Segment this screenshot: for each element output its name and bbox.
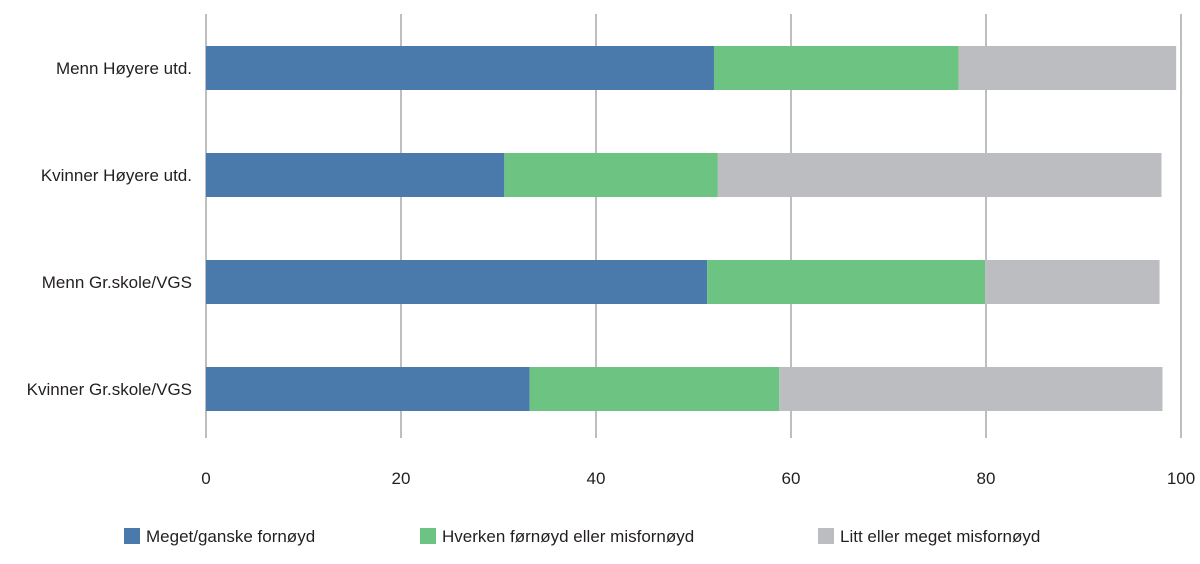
category-label: Kvinner Gr.skole/VGS <box>27 380 192 399</box>
bar-segment <box>206 153 505 197</box>
category-label: Kvinner Høyere utd. <box>41 166 192 185</box>
legend: Meget/ganske fornøyd Hverken førnøyd elle… <box>124 527 1040 546</box>
bar-segment <box>206 260 708 304</box>
x-tick-label: 100 <box>1167 469 1195 488</box>
x-tick-label: 80 <box>977 469 996 488</box>
bar-segment <box>206 46 714 90</box>
bar-segment <box>529 367 780 411</box>
legend-label: Litt eller meget misfornøyd <box>840 527 1040 546</box>
legend-label: Meget/ganske fornøyd <box>146 527 315 546</box>
bar-segment <box>985 260 1160 304</box>
category-label: Menn Gr.skole/VGS <box>42 273 192 292</box>
legend-item: Litt eller meget misfornøyd <box>818 527 1040 546</box>
bars <box>206 46 1177 411</box>
x-tick-label: 40 <box>587 469 606 488</box>
bar-segment <box>779 367 1163 411</box>
bar-segment <box>958 46 1177 90</box>
bar-segment <box>713 46 959 90</box>
legend-swatch <box>420 528 436 544</box>
bar-segment <box>707 260 986 304</box>
category-label: Menn Høyere utd. <box>56 59 192 78</box>
axes: 0 20 40 60 80 100 Menn Høyere utd. Kvinner Høye… <box>27 59 1196 488</box>
x-tick-label: 20 <box>392 469 411 488</box>
bar-segment <box>206 367 530 411</box>
x-tick-label: 0 <box>201 469 210 488</box>
legend-item: Meget/ganske fornøyd <box>124 527 315 546</box>
legend-swatch <box>818 528 834 544</box>
legend-label: Hverken førnøyd eller misfornøyd <box>442 527 694 546</box>
bar-segment <box>717 153 1162 197</box>
legend-item: Hverken førnøyd eller misfornøyd <box>420 527 694 546</box>
x-tick-label: 60 <box>782 469 801 488</box>
bar-segment <box>504 153 718 197</box>
legend-swatch <box>124 528 140 544</box>
